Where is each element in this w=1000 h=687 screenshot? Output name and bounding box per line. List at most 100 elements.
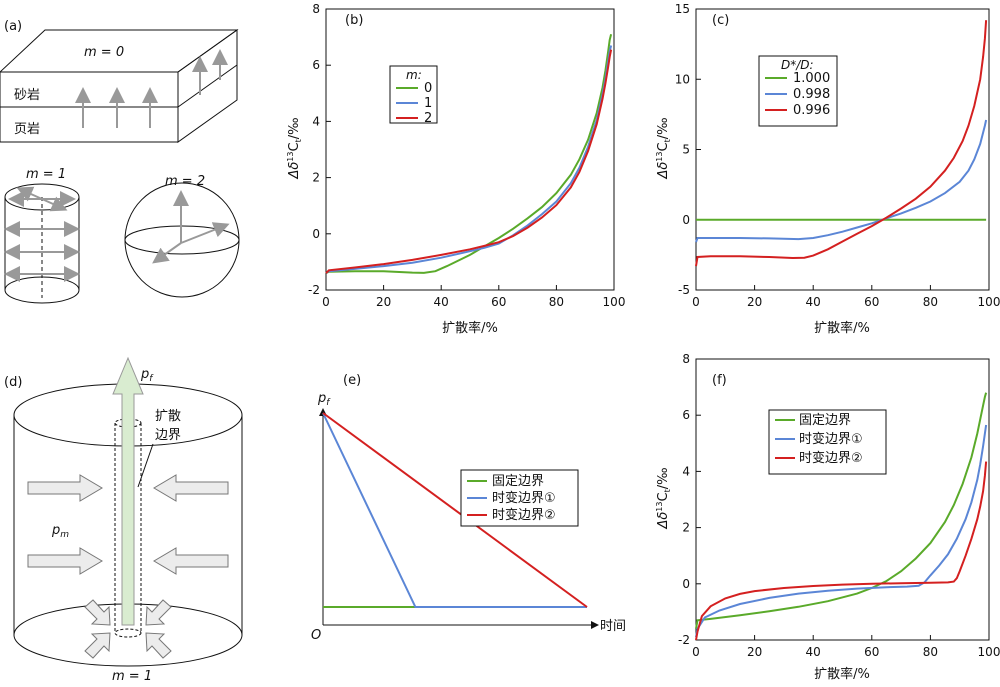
ylabel-unit: /‰ (656, 117, 671, 139)
sandstone-label: 砂岩 (14, 88, 40, 103)
pf-subscript: f (149, 374, 154, 384)
boundary-leader-line (137, 443, 154, 488)
ylabel-symbol: Δδ (287, 162, 302, 180)
x-tick-label: 0 (322, 295, 330, 309)
x-tick-label: 20 (747, 645, 762, 659)
x-tick-label: 0 (692, 645, 700, 659)
diagonal-arrow-icon (84, 599, 111, 626)
x-tick-label: 60 (864, 295, 879, 309)
y-tick-label: 0 (312, 227, 320, 241)
y-tick-label: 4 (312, 114, 320, 128)
legend-entry: 1.000 (793, 71, 830, 86)
panel-f-series (695, 392, 988, 641)
pm-label: pm (51, 523, 69, 540)
panel-b-ylabel: Δδ13Ct/‰ (286, 117, 303, 179)
right-arrow-icon (27, 547, 103, 575)
y-tick-label: 6 (312, 58, 320, 72)
inflow-arrows (27, 474, 229, 659)
ylabel-unit: /‰ (656, 467, 671, 489)
x-tick-label: 80 (549, 295, 564, 309)
rock-slab-diagram (0, 29, 239, 143)
y-tick-label: -2 (678, 633, 690, 647)
cylinder-m1-label: m = 1 (26, 167, 66, 182)
series-line (325, 34, 613, 275)
legend-entry: 时变边界② (799, 450, 863, 466)
ylabel-element: C (656, 142, 671, 151)
x-tick-label: 20 (376, 295, 391, 309)
ylabel-symbol: Δδ (656, 512, 671, 530)
panel-f-label: (f) (712, 373, 727, 388)
series-line (325, 49, 613, 274)
panel-b-legend-title: m: (406, 68, 422, 82)
panel-e-origin: O (311, 628, 321, 643)
y-tick-label: 4 (682, 464, 690, 478)
x-tick-label: 60 (491, 295, 506, 309)
pm-symbol: p (51, 523, 60, 538)
ylabel-element: C (287, 142, 302, 151)
panel-a-label: (a) (4, 19, 22, 34)
panel-e-legend-box (460, 469, 579, 527)
x-tick-label: 100 (978, 295, 1000, 309)
panel-e-label: (e) (343, 373, 361, 388)
cylinder-diagram (4, 183, 80, 304)
sphere-axes-arrows (152, 190, 230, 264)
slab-upward-arrows (75, 49, 228, 128)
sphere-m2-label: m = 2 (165, 174, 205, 189)
ylabel-subscript: t (294, 139, 303, 142)
left-arrow-icon (153, 474, 229, 502)
ylabel-subscript: t (663, 139, 672, 142)
right-arrow-icon (27, 474, 103, 502)
x-tick-label: 100 (603, 295, 626, 309)
y-tick-label: 6 (682, 408, 690, 422)
panel-b-xlabel: 扩散率/% (442, 320, 498, 336)
ylabel-element: C (656, 492, 671, 501)
y-tick-label: 5 (682, 143, 690, 157)
legend-entry: 时变边界① (799, 431, 863, 447)
pm-subscript: m (60, 530, 69, 540)
panel-f-xlabel: 扩散率/% (814, 666, 870, 682)
series-line (695, 461, 988, 641)
y-tick-label: 15 (675, 2, 690, 16)
panel-e-xlabel: 时间 (600, 619, 626, 634)
diagonal-arrow-icon (145, 599, 172, 626)
legend-entry: 0.996 (793, 103, 830, 118)
series-line (695, 20, 988, 267)
plot-frame (325, 8, 615, 291)
ylabel-symbol: Δδ (656, 162, 671, 180)
y-tick-label: -5 (678, 283, 690, 297)
legend-entry: 0.998 (793, 87, 830, 102)
y-tick-label: 8 (312, 2, 320, 16)
diagonal-arrow-icon (16, 186, 43, 202)
plot-frame (695, 358, 990, 641)
panel-b-legend: 012 (396, 81, 432, 126)
x-tick-label: 0 (692, 295, 700, 309)
pf-label: pf (140, 367, 154, 384)
series-line (695, 392, 988, 629)
legend-entry: 时变边界② (492, 507, 556, 523)
panel-f-ylabel: Δδ13Ct/‰ (655, 467, 672, 529)
x-tick-label: 80 (923, 295, 938, 309)
diagonal-arrow-icon (84, 632, 111, 659)
series-line (695, 424, 988, 638)
ylabel-symbol: p (317, 391, 326, 406)
ylabel-superscript: 13 (655, 502, 664, 512)
shale-label: 页岩 (14, 122, 40, 137)
diffusion-boundary-label-2: 边界 (155, 428, 181, 443)
y-tick-label: 8 (682, 352, 690, 366)
series-line (695, 119, 988, 243)
y-tick-label: 0 (682, 577, 690, 591)
ylabel-superscript: 13 (286, 152, 295, 162)
sphere-equator-front (124, 239, 240, 255)
ylabel-unit: /‰ (287, 117, 302, 139)
y-tick-label: 2 (682, 521, 690, 535)
panel-e-ylabel: pf (317, 391, 331, 408)
series-line (322, 412, 587, 608)
diagonal-arrow-icon (41, 196, 68, 212)
pf-symbol: p (140, 367, 149, 382)
